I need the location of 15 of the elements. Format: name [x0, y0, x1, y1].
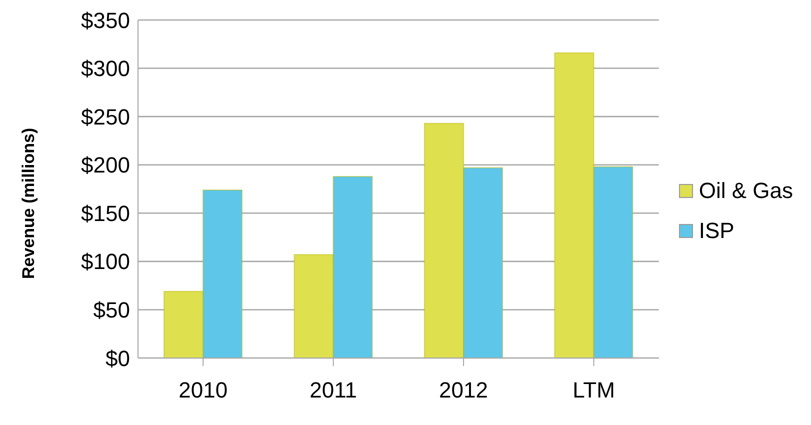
y-tick-label: $50: [93, 298, 130, 323]
x-tick-label: 2012: [439, 378, 488, 403]
y-tick-label: $200: [81, 152, 130, 178]
y-tick-label: $0: [106, 346, 130, 371]
x-tick-label: LTM: [572, 378, 615, 403]
y-tick-label: $150: [81, 200, 130, 226]
x-tick-label: 2010: [178, 378, 228, 403]
legend-label: ISP: [698, 218, 734, 244]
y-tick-label: $350: [81, 8, 130, 33]
x-tick-label: 2011: [310, 378, 357, 403]
legend-label: Oil & Gas: [698, 178, 793, 204]
y-tick-label: $250: [81, 104, 130, 130]
y-tick-label: $100: [81, 249, 130, 274]
y-tick-label: $300: [81, 56, 130, 82]
y-axis-title: Revenue (millions): [19, 128, 38, 279]
